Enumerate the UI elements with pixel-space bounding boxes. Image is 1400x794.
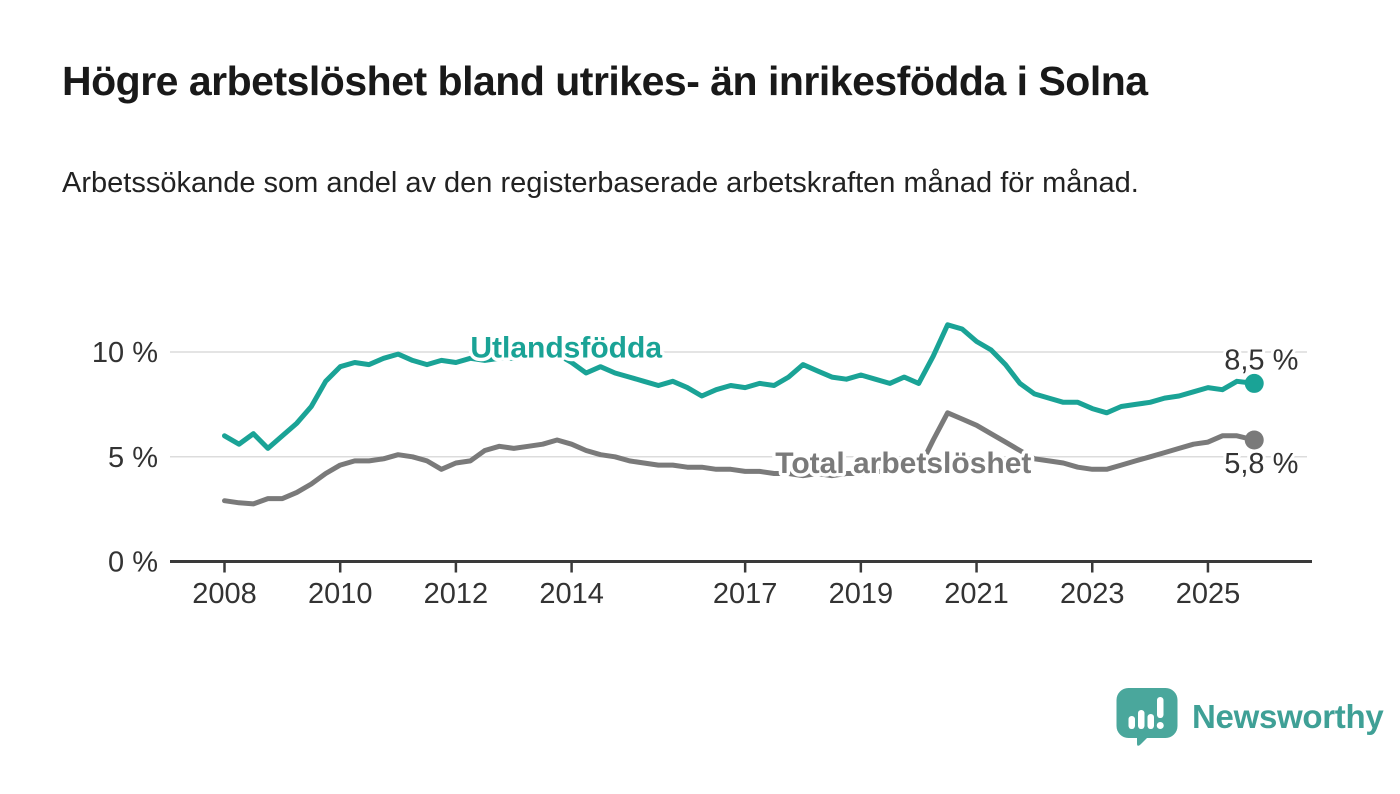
x-tick-label-2012: 2012	[424, 578, 489, 610]
end-label-total: 5,8 %	[1224, 448, 1298, 480]
x-tick-label-2010: 2010	[308, 578, 373, 610]
total-arbetsloshet-end-dot	[1244, 430, 1264, 450]
x-tick-label-2023: 2023	[1060, 578, 1125, 610]
x-tick-label-2021: 2021	[944, 578, 1009, 610]
x-tick-label-2025: 2025	[1176, 578, 1241, 610]
brand-name: Newsworthy	[1192, 698, 1384, 735]
bar-small-icon	[1128, 716, 1135, 729]
end-label-utlandsfodda: 8,5 %	[1224, 344, 1298, 376]
speech-bubble-tail	[1137, 733, 1152, 746]
newsworthy-logo-icon	[1116, 688, 1178, 746]
series-label-utlandsfodda: Utlandsfödda	[470, 331, 662, 364]
series-label-total-arbetsloshet: Total arbetslöshet	[775, 447, 1031, 480]
exclamation-bar-icon	[1157, 697, 1164, 718]
utlandsfodda-line	[222, 322, 1257, 451]
x-tick-label-2019: 2019	[829, 578, 894, 610]
x-tick-label-2014: 2014	[539, 578, 604, 610]
x-tick-label-2017: 2017	[713, 578, 778, 610]
y-tick-label-10: 10 %	[92, 337, 158, 369]
total-arbetsloshet-line	[222, 410, 1257, 507]
utlandsfodda-end-dot	[1244, 373, 1264, 393]
bar-medium-icon	[1147, 714, 1154, 729]
y-tick-label-5: 5 %	[108, 442, 158, 474]
chart-title: Högre arbetslöshet bland utrikes- än inr…	[62, 58, 1148, 104]
x-tick-label-2008: 2008	[192, 578, 257, 610]
y-tick-label-0: 0 %	[108, 547, 158, 579]
exclamation-dot-icon	[1156, 722, 1164, 729]
bar-tall-icon	[1138, 710, 1145, 729]
chart-subtitle: Arbetssökande som andel av den registerb…	[62, 167, 1139, 199]
brand-footer: Newsworthy	[1116, 686, 1384, 748]
